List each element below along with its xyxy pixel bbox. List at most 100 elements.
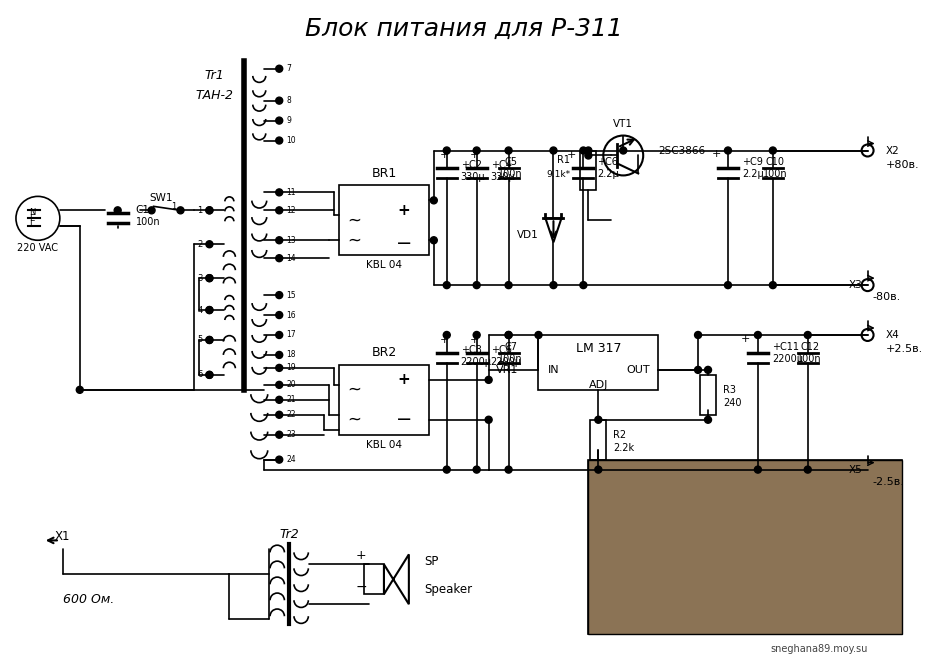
Circle shape (754, 331, 762, 339)
Circle shape (754, 466, 762, 473)
Bar (589, 459, 902, 634)
Circle shape (724, 147, 732, 154)
Text: 2200μ: 2200μ (460, 357, 492, 367)
Circle shape (431, 197, 437, 204)
Circle shape (769, 282, 777, 288)
Text: 9: 9 (286, 116, 291, 125)
Circle shape (275, 351, 283, 358)
Bar (589, 459, 902, 634)
Text: 2200μ: 2200μ (772, 354, 803, 364)
Circle shape (485, 416, 492, 423)
Circle shape (535, 331, 542, 339)
Circle shape (444, 147, 450, 154)
Text: 330μ: 330μ (491, 172, 515, 182)
Text: 6: 6 (197, 370, 203, 380)
Text: +: + (711, 149, 721, 160)
Text: +: + (355, 549, 366, 562)
Circle shape (705, 366, 711, 374)
Text: Блок питания для Р-311: Блок питания для Р-311 (305, 17, 622, 41)
Text: 2.2μ: 2.2μ (597, 170, 619, 180)
Text: 21: 21 (286, 395, 296, 405)
Text: Speaker: Speaker (424, 583, 472, 596)
Circle shape (275, 137, 283, 144)
Circle shape (444, 282, 450, 288)
Text: 2200μ: 2200μ (491, 357, 522, 367)
Polygon shape (546, 218, 562, 242)
Circle shape (206, 306, 213, 314)
Text: E: E (29, 214, 34, 223)
Text: 15: 15 (286, 290, 296, 300)
Text: VR1: VR1 (497, 365, 519, 375)
Circle shape (705, 416, 711, 423)
Text: +C2: +C2 (460, 160, 482, 170)
Text: KBL 04: KBL 04 (365, 260, 402, 270)
Circle shape (275, 331, 283, 339)
Text: −: − (395, 234, 412, 253)
Text: 20: 20 (286, 380, 296, 389)
Text: +: + (440, 150, 449, 160)
Text: 11: 11 (286, 188, 296, 197)
Text: 19: 19 (286, 364, 296, 372)
Circle shape (275, 411, 283, 418)
Bar (339, 185, 429, 255)
Circle shape (550, 147, 557, 154)
Circle shape (206, 372, 213, 378)
Circle shape (206, 275, 213, 282)
Circle shape (580, 282, 587, 288)
Circle shape (206, 275, 213, 282)
Circle shape (444, 466, 450, 473)
Circle shape (724, 282, 732, 288)
Text: 5: 5 (197, 335, 203, 345)
Circle shape (619, 147, 627, 154)
Text: +C4: +C4 (491, 160, 512, 170)
Bar (591, 420, 606, 459)
Text: VT1: VT1 (613, 119, 633, 129)
Text: +: + (440, 335, 449, 345)
Text: 2: 2 (197, 240, 203, 249)
Circle shape (505, 147, 512, 154)
Circle shape (206, 207, 213, 214)
Text: 1: 1 (171, 202, 176, 211)
Circle shape (550, 282, 557, 288)
Circle shape (275, 396, 283, 403)
Text: 220 VAC: 220 VAC (18, 244, 59, 253)
Bar (339, 365, 429, 435)
Circle shape (505, 282, 512, 288)
Circle shape (148, 207, 155, 214)
Circle shape (695, 366, 701, 374)
Text: Tr1: Tr1 (205, 69, 224, 82)
Circle shape (275, 456, 283, 463)
Text: 100n: 100n (763, 170, 787, 180)
Text: 8: 8 (286, 96, 291, 105)
Circle shape (206, 306, 213, 314)
Circle shape (485, 376, 492, 383)
Circle shape (444, 331, 450, 339)
Text: R2: R2 (613, 430, 627, 440)
Circle shape (473, 147, 480, 154)
Circle shape (275, 364, 283, 372)
Circle shape (473, 282, 480, 288)
Text: X1: X1 (55, 530, 71, 543)
Circle shape (275, 97, 283, 104)
Text: 9.1k*: 9.1k* (546, 170, 570, 179)
Circle shape (804, 466, 811, 473)
Circle shape (206, 337, 213, 343)
Text: +: + (397, 372, 410, 387)
Circle shape (206, 241, 213, 248)
Bar (700, 375, 716, 414)
Text: +C3: +C3 (460, 345, 482, 355)
Text: C7: C7 (504, 342, 517, 352)
Text: ADJ: ADJ (589, 380, 608, 390)
Text: ~: ~ (347, 381, 361, 399)
Text: 23: 23 (286, 430, 296, 439)
Circle shape (275, 255, 283, 262)
Text: 2.2k: 2.2k (613, 443, 634, 453)
Text: X4: X4 (885, 330, 899, 340)
Text: +C6: +C6 (491, 345, 512, 355)
Circle shape (275, 237, 283, 244)
Text: −: − (355, 580, 366, 594)
Text: 100n: 100n (136, 217, 160, 227)
Text: KBL 04: KBL 04 (365, 440, 402, 449)
Bar (538, 335, 658, 390)
Text: +C9: +C9 (742, 158, 763, 168)
